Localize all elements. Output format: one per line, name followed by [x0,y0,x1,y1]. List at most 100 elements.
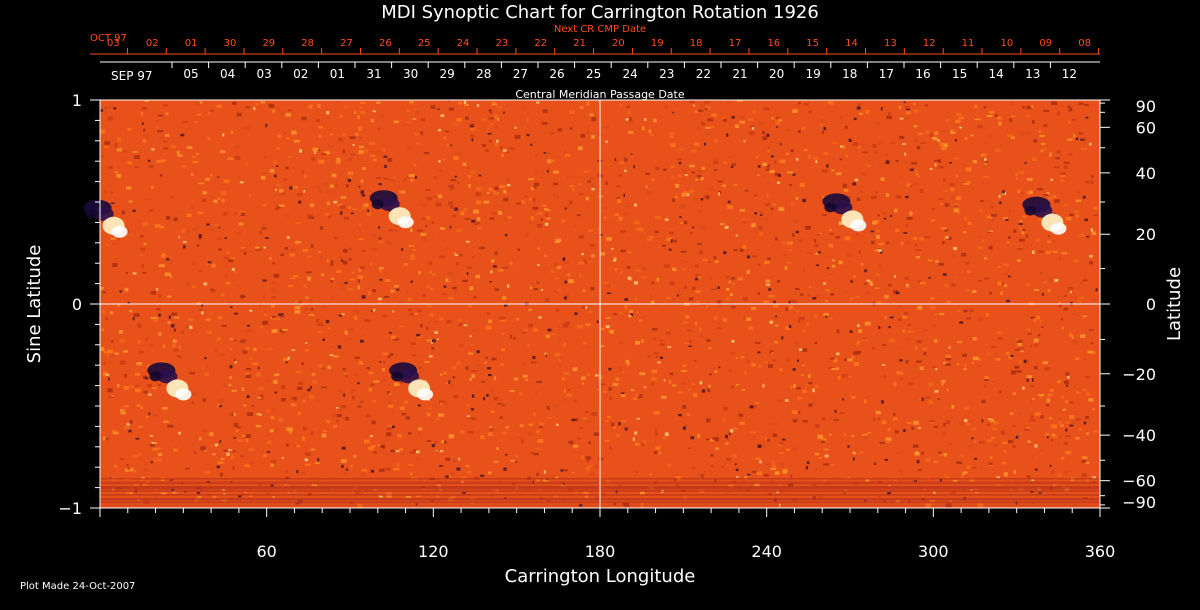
map-texture [688,388,691,391]
map-speckle [415,503,418,506]
map-texture [776,116,780,120]
y-right-tick-label: −40 [1122,426,1156,445]
map-texture [735,357,739,359]
map-texture [905,359,909,364]
map-texture [1026,328,1031,331]
map-texture [966,317,971,320]
map-speckle [341,464,344,468]
map-texture [442,292,445,297]
map-texture [917,280,922,283]
map-texture [558,337,561,341]
map-texture [178,355,182,358]
map-texture [485,356,489,359]
map-texture [285,476,290,480]
map-texture [178,345,182,350]
map-texture [1011,425,1017,427]
map-speckle [430,342,434,344]
map-speckle [781,336,784,340]
map-texture [858,329,863,333]
map-texture [961,476,965,479]
map-texture [920,142,926,144]
map-texture [798,317,805,321]
map-texture [521,330,527,334]
map-texture [946,236,952,240]
map-texture [393,353,397,356]
map-texture [391,335,396,339]
map-texture [289,253,295,257]
map-texture [271,296,276,299]
map-texture [620,230,626,233]
map-texture [447,475,451,478]
map-speckle [773,300,776,304]
map-texture [285,112,291,117]
map-texture [1043,110,1050,112]
map-texture [281,385,286,390]
map-texture [1049,152,1052,157]
map-texture [393,382,400,386]
map-texture [143,390,148,394]
map-texture [427,285,431,289]
map-texture [675,476,681,481]
cmp-date-label: 13 [1025,67,1040,81]
map-speckle [180,133,185,137]
map-texture [1046,192,1050,195]
map-texture [502,266,508,270]
map-texture [330,260,334,264]
map-speckle [624,427,628,431]
map-texture [377,240,384,243]
map-speckle [623,194,625,197]
map-speckle [437,338,439,341]
map-texture [727,156,733,158]
map-speckle [644,118,647,121]
map-texture [274,208,278,211]
map-texture [1044,367,1050,371]
map-texture [1008,439,1014,444]
map-texture [429,270,433,275]
map-texture [138,452,141,456]
map-speckle [949,162,952,164]
map-texture [154,224,161,228]
map-texture [798,411,801,414]
map-texture [1010,370,1016,375]
map-texture [972,356,979,361]
x-axis-label: Carrington Longitude [505,566,696,587]
map-texture [573,450,580,453]
map-texture [134,373,140,376]
map-speckle [838,221,843,225]
map-texture [305,296,309,299]
map-texture [321,367,325,370]
map-texture [753,194,758,197]
map-texture [297,193,303,196]
map-texture [906,217,913,220]
cmp-date-label: 26 [549,67,564,81]
map-texture [104,107,108,110]
map-speckle [224,237,227,239]
map-texture [701,474,704,479]
map-speckle [463,324,468,327]
map-texture [129,419,133,424]
map-texture [170,196,173,199]
map-texture [820,119,826,123]
map-texture [633,220,640,225]
map-speckle [299,149,302,153]
map-speckle [999,201,1002,205]
map-speckle [274,391,278,394]
map-texture [635,442,640,446]
map-speckle [333,200,338,204]
map-texture [190,444,195,447]
map-texture [600,345,605,347]
map-texture [125,271,128,275]
map-texture [312,380,317,384]
map-texture [533,452,539,456]
map-texture [1036,188,1043,191]
map-texture [321,433,327,438]
active-region [822,193,867,232]
map-texture [368,291,371,295]
map-texture [576,214,581,217]
map-texture [765,168,771,171]
map-texture [706,438,710,441]
map-texture [991,346,996,349]
map-speckle [667,346,672,348]
map-speckle [132,316,135,321]
map-texture [442,158,445,161]
